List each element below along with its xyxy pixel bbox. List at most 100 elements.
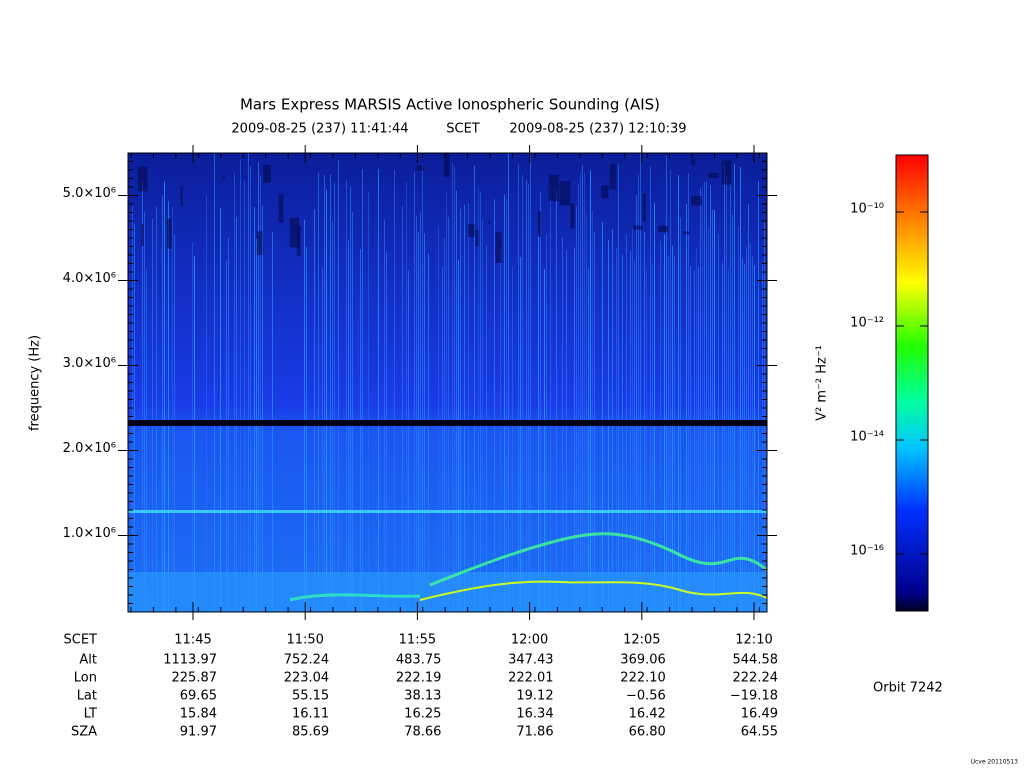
texture-stripe (272, 232, 273, 612)
texture-stripe (608, 240, 609, 612)
texture-stripe (368, 191, 369, 612)
texture-stripe (592, 210, 593, 612)
footer: Ucve 20110513 (971, 759, 1019, 766)
texture-stripe (602, 222, 603, 612)
texture-stripe (738, 226, 739, 612)
texture-dark (278, 193, 284, 223)
texture-stripe (460, 208, 461, 612)
texture-dark (488, 220, 491, 224)
ephemeris-value: 16.42 (629, 707, 666, 722)
texture-stripe (718, 233, 719, 612)
texture-stripe (710, 185, 711, 612)
texture-stripe (500, 247, 501, 612)
texture-stripe (192, 242, 193, 612)
texture-stripe (134, 223, 135, 612)
texture-stripe (544, 269, 545, 612)
ephemeris-row-label: Alt (79, 653, 97, 668)
texture-stripe (686, 203, 687, 612)
texture-dark (141, 223, 144, 246)
texture-dark (180, 186, 183, 206)
ephemeris-row-label: SZA (71, 725, 97, 740)
texture-stripe (708, 227, 709, 612)
texture-stripe (670, 169, 671, 612)
texture-stripe (146, 269, 147, 612)
time-label: 11:50 (286, 633, 323, 648)
texture-stripe (622, 254, 623, 612)
texture-stripe (636, 195, 637, 612)
texture-stripe (144, 211, 145, 612)
texture-dark (609, 163, 616, 190)
ephemeris-value: 222.24 (733, 671, 779, 686)
texture-dark (416, 165, 425, 171)
colorbar (895, 154, 929, 612)
ephemeris-value: 1113.97 (163, 653, 217, 668)
texture-stripe (512, 266, 513, 612)
spectrogram (128, 153, 767, 612)
texture-stripe (480, 191, 481, 612)
time-label: 12:05 (623, 633, 660, 648)
texture-trace (419, 580, 767, 601)
texture-dark (468, 224, 475, 238)
subtitle-end: 2009-08-25 (237) 12:10:39 (509, 122, 686, 137)
texture-stripe (724, 165, 725, 612)
texture-stripe (420, 211, 421, 612)
subtitle-start: 2009-08-25 (237) 11:41:44 (231, 122, 408, 137)
texture-stripe (452, 162, 453, 612)
texture-stripe (680, 217, 681, 612)
texture-stripe (482, 218, 483, 612)
texture-dark (444, 153, 450, 177)
y-tick-label: 2.0×10⁶ (63, 441, 116, 456)
time-label: 12:00 (511, 633, 548, 648)
texture-stripe (646, 269, 647, 612)
ephemeris-value: 222.10 (620, 671, 666, 686)
texture-stripe (258, 162, 259, 612)
texture-stripe (334, 183, 335, 612)
texture-stripe (688, 173, 689, 612)
ephemeris-value: 64.55 (741, 725, 778, 740)
texture-dark (658, 225, 668, 233)
texture-stripe (758, 180, 759, 612)
ephemeris-value: 483.75 (396, 653, 442, 668)
texture-stripe (260, 175, 261, 612)
ephemeris-value: 222.01 (508, 671, 554, 686)
texture-stripe (206, 195, 207, 612)
texture-stripe (474, 165, 475, 612)
texture-stripe (424, 233, 425, 612)
texture-dark (221, 176, 226, 179)
texture-stripe (654, 202, 655, 612)
texture-stripe (702, 186, 703, 612)
texture-stripe (764, 222, 765, 612)
texture-stripe (698, 267, 699, 612)
y-tick-label: 1.0×10⁶ (63, 526, 116, 541)
texture-dark (690, 158, 696, 166)
texture-stripe (318, 173, 319, 612)
texture-stripe (748, 204, 749, 612)
ephemeris-value: 38.13 (404, 689, 441, 704)
texture-stripe (156, 206, 157, 612)
texture-dark (601, 185, 609, 199)
ephemeris-row-label: Lat (77, 689, 97, 704)
texture-stripe (574, 247, 575, 612)
colorbar-tick-label: 10⁻¹² (850, 316, 884, 331)
texture-dark (296, 225, 301, 256)
texture-stripe (714, 210, 715, 612)
y-tick-label: 5.0×10⁶ (63, 186, 116, 201)
texture-stripe (172, 207, 173, 612)
colorbar-tick-label: 10⁻¹⁰ (850, 202, 884, 217)
texture-stripe (650, 166, 651, 612)
ephemeris-value: 16.34 (516, 707, 553, 722)
colorbar-tick-label: 10⁻¹⁴ (850, 430, 884, 445)
texture-stripe (458, 259, 459, 612)
texture-stripe (528, 183, 529, 612)
texture-dark (721, 160, 732, 185)
texture-stripe (566, 250, 567, 612)
texture-stripe (664, 234, 665, 612)
texture-stripe (244, 180, 245, 612)
texture-stripe (174, 234, 175, 612)
ephemeris-value: 16.11 (292, 707, 329, 722)
texture-stripe (362, 169, 363, 612)
texture-dark (137, 166, 148, 192)
texture-stripe (668, 256, 669, 612)
texture-stripe (540, 192, 541, 612)
texture-stripe (752, 256, 753, 612)
